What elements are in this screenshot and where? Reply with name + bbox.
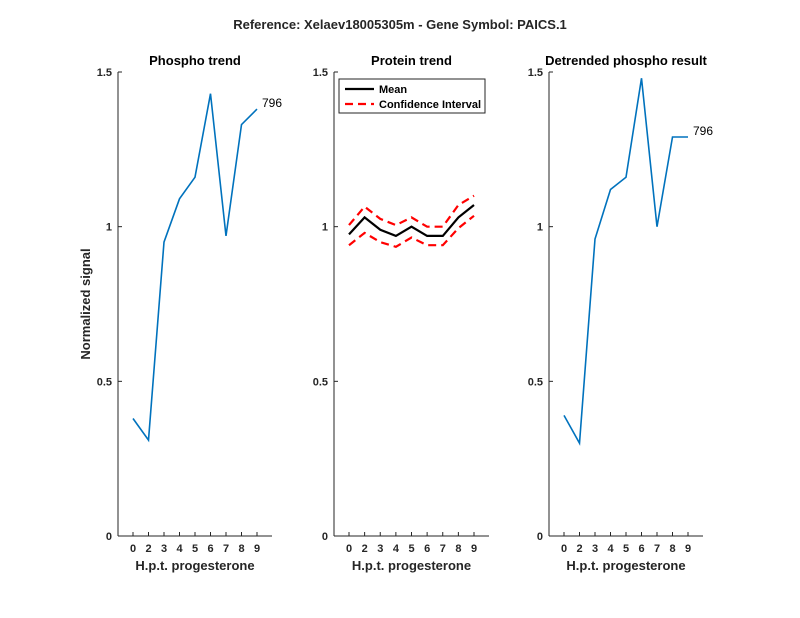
x-tick-label: 7 <box>223 543 229 555</box>
y-tick-label: 1.5 <box>313 67 328 79</box>
legend-entry: Mean <box>379 84 407 96</box>
y-axis-label: Normalized signal <box>78 248 93 359</box>
x-tick-label: 7 <box>440 543 446 555</box>
x-tick-label: 8 <box>669 543 675 555</box>
data-annotation: 796 <box>262 96 282 110</box>
x-tick-label: 0 <box>346 543 352 555</box>
panel-title: Phospho trend <box>149 53 241 68</box>
y-tick-label: 0 <box>537 531 543 543</box>
legend: Mean Confidence Interval <box>338 78 486 114</box>
y-tick-label: 1 <box>322 222 328 234</box>
x-tick-label: 9 <box>254 543 260 555</box>
x-axis-label: H.p.t. progesterone <box>135 558 254 573</box>
x-tick-label: 4 <box>607 543 614 555</box>
y-tick-label: 1.5 <box>528 67 543 79</box>
x-axis-label: H.p.t. progesterone <box>352 558 471 573</box>
series-line-2 <box>348 194 475 228</box>
x-axis-label: H.p.t. progesterone <box>566 558 685 573</box>
series-line-3 <box>348 214 475 248</box>
x-tick-label: 9 <box>471 543 477 555</box>
series-line-1 <box>563 78 688 446</box>
x-tick-label: 4 <box>176 543 183 555</box>
figure-suptitle: Reference: Xelaev18005305m - Gene Symbol… <box>233 17 567 32</box>
x-tick-label: 6 <box>424 543 430 555</box>
x-tick-label: 8 <box>238 543 244 555</box>
x-tick-label: 8 <box>455 543 461 555</box>
y-tick-label: 0.5 <box>97 376 112 388</box>
panel-title: Detrended phospho result <box>545 53 707 68</box>
data-annotation: 796 <box>693 124 713 138</box>
x-tick-label: 5 <box>192 543 198 555</box>
y-tick-label: 0.5 <box>528 376 543 388</box>
x-tick-label: 2 <box>362 543 368 555</box>
x-tick-label: 2 <box>576 543 582 555</box>
x-tick-label: 9 <box>685 543 691 555</box>
series-line-1 <box>132 93 258 443</box>
x-tick-label: 3 <box>592 543 598 555</box>
panel-title: Protein trend <box>371 53 452 68</box>
x-tick-label: 3 <box>377 543 383 555</box>
x-tick-label: 5 <box>408 543 414 555</box>
x-tick-label: 7 <box>654 543 660 555</box>
x-tick-label: 3 <box>161 543 167 555</box>
x-tick-label: 2 <box>145 543 151 555</box>
x-tick-label: 5 <box>623 543 629 555</box>
x-tick-label: 6 <box>207 543 213 555</box>
x-tick-label: 0 <box>561 543 567 555</box>
legend-box <box>338 78 486 114</box>
y-tick-label: 1 <box>537 222 543 234</box>
y-tick-label: 0 <box>106 531 112 543</box>
y-tick-label: 1.5 <box>97 67 112 79</box>
y-tick-label: 0.5 <box>313 376 328 388</box>
y-tick-label: 0 <box>322 531 328 543</box>
legend-entry: Confidence Interval <box>379 99 481 111</box>
x-tick-label: 4 <box>393 543 400 555</box>
series-line-1 <box>348 204 475 238</box>
x-tick-label: 6 <box>638 543 644 555</box>
x-tick-label: 0 <box>130 543 136 555</box>
y-tick-label: 1 <box>106 222 112 234</box>
